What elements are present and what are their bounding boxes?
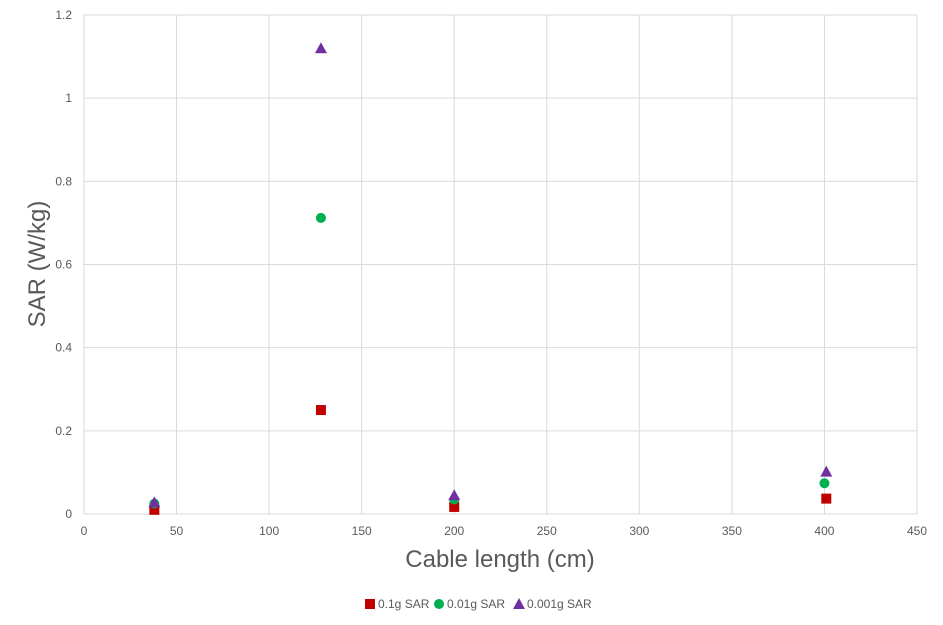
data-point [315,212,326,223]
legend-marker [434,599,444,609]
data-point [820,465,833,477]
legend-label: 0.01g SAR [447,597,505,611]
y-axis-ticks: 0 0.2 0.4 0.6 0.8 1 1.2 [55,8,72,521]
legend: 0.1g SAR 0.01g SAR 0.001g SAR [365,597,592,611]
legend-item: 0.1g SAR [365,597,430,611]
grid [83,14,918,515]
x-tick-label: 200 [444,524,464,538]
data-point [315,405,326,416]
x-tick-label: 450 [907,524,927,538]
y-tick-label: 1.2 [55,8,72,22]
data-point [819,478,830,489]
data-points [148,42,833,515]
legend-marker [513,598,525,609]
legend-label: 0.001g SAR [527,597,592,611]
x-axis-title: Cable length (cm) [405,546,594,573]
y-tick-label: 0.4 [55,341,72,355]
y-tick-label: 1 [65,91,72,105]
x-tick-label: 300 [629,524,649,538]
legend-item: 0.001g SAR [513,597,592,611]
y-tick-label: 0 [65,507,72,521]
data-point [821,493,832,504]
x-tick-label: 150 [352,524,372,538]
y-tick-label: 0.8 [55,174,72,188]
data-point [449,501,460,512]
data-point [314,42,327,54]
x-tick-label: 100 [259,524,279,538]
x-tick-label: 0 [81,524,88,538]
y-axis-title: SAR (W/kg) [24,201,51,328]
x-axis-ticks: 0 50 100 150 200 250 300 350 400 450 [81,524,928,538]
x-tick-label: 250 [537,524,557,538]
legend-marker [365,599,375,609]
data-point [448,489,461,501]
y-tick-label: 0.2 [55,424,72,438]
x-tick-label: 400 [814,524,834,538]
data-point [148,496,161,508]
y-tick-label: 0.6 [55,258,72,272]
x-tick-label: 50 [170,524,184,538]
series-2 [148,42,833,508]
series-1 [149,212,830,509]
series-0 [149,405,832,515]
legend-item: 0.01g SAR [434,597,505,611]
data-point [149,504,160,515]
x-tick-label: 350 [722,524,742,538]
legend-label: 0.1g SAR [378,597,430,611]
